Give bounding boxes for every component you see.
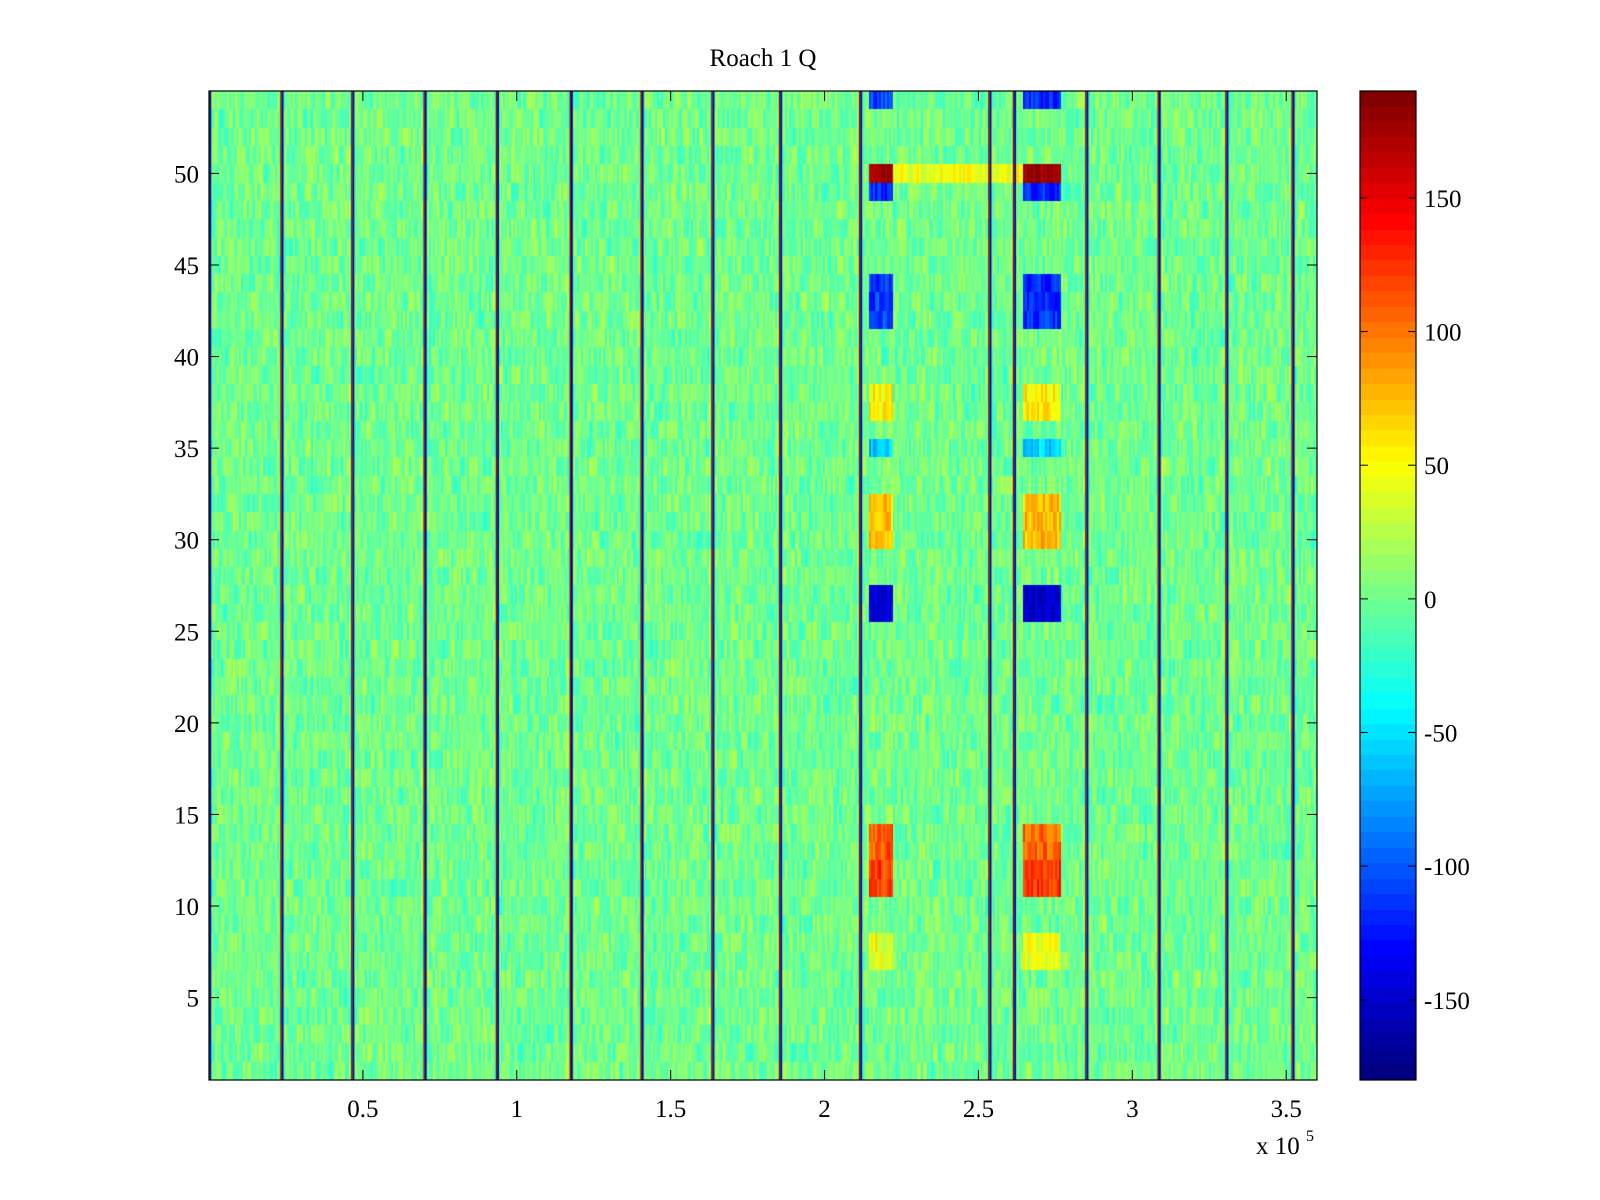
x-tick-label: 2.5 bbox=[963, 1096, 994, 1123]
colorbar-frame bbox=[1359, 90, 1417, 1081]
axis-ticks-layer: 0.5 1 1.5 2 2.5 3 3.5 5 10 15 20 25 30 35 40 45 50 150 100… bbox=[174, 91, 1470, 1123]
plot-frame bbox=[208, 90, 1318, 1081]
y-tick-label: 10 bbox=[174, 894, 199, 921]
y-tick-label: 20 bbox=[174, 711, 199, 738]
x-multiplier-exponent: 5 bbox=[1306, 1128, 1314, 1145]
x-tick-label: 1.5 bbox=[655, 1096, 686, 1123]
colorbar-tick-label: 100 bbox=[1424, 320, 1462, 347]
x-multiplier-label: x 10 5 bbox=[1256, 1128, 1314, 1160]
y-tick-label: 15 bbox=[174, 802, 199, 829]
y-tick-label: 40 bbox=[174, 345, 199, 372]
y-tick-label: 30 bbox=[174, 528, 199, 555]
colorbar-tick-label: -150 bbox=[1424, 988, 1470, 1015]
colorbar-tick-label: 150 bbox=[1424, 186, 1462, 213]
y-tick-label: 35 bbox=[174, 436, 199, 463]
colorbar-tick-label: 50 bbox=[1424, 453, 1449, 480]
colorbar-tick-label: 0 bbox=[1424, 587, 1437, 614]
colorbar-image bbox=[1360, 91, 1416, 1080]
x-tick-label: 3 bbox=[1126, 1096, 1139, 1123]
x-tick-label: 2 bbox=[818, 1096, 831, 1123]
x-tick-label: 0.5 bbox=[347, 1096, 378, 1123]
y-tick-label: 25 bbox=[174, 619, 199, 646]
chart-title: Roach 1 Q bbox=[710, 45, 817, 72]
colorbar-tick-label: -50 bbox=[1424, 721, 1457, 748]
y-tick-label: 50 bbox=[174, 161, 199, 188]
y-tick-label: 45 bbox=[174, 253, 199, 280]
colorbar-tick-label: -100 bbox=[1424, 854, 1470, 881]
heatmap-image bbox=[209, 91, 1317, 1080]
x-tick-label: 1 bbox=[511, 1096, 524, 1123]
y-tick-label: 5 bbox=[187, 986, 200, 1013]
x-tick-label: 3.5 bbox=[1271, 1096, 1302, 1123]
x-multiplier-base: x 10 bbox=[1256, 1133, 1300, 1160]
